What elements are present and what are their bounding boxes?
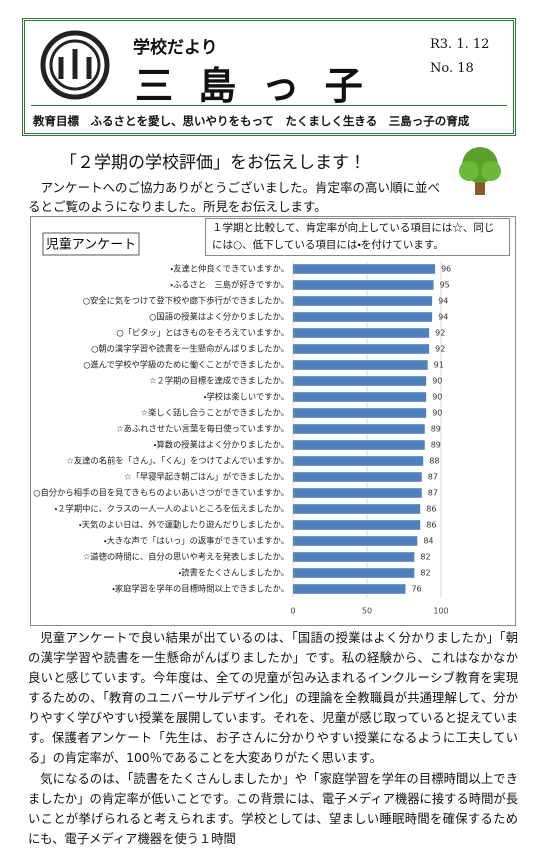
- y-tick-label: ・読書をたくさんしましたか。: [178, 568, 289, 578]
- value-label: 86: [426, 505, 436, 514]
- y-tick-label: ☆道徳の時間に、自分の思いや考えを発表しましたか。: [83, 552, 289, 562]
- legend-note: １学期と比較して、肯定率が向上している項目には☆、同じには○、低下している項目に…: [205, 218, 510, 256]
- bar: [293, 280, 434, 290]
- chart-title: 児童アンケート: [46, 238, 136, 253]
- value-label: 90: [432, 409, 442, 418]
- value-label: 92: [435, 345, 445, 354]
- bar: [293, 552, 415, 562]
- value-label: 94: [438, 297, 448, 306]
- x-tick-label: 50: [362, 607, 372, 616]
- bar: [293, 360, 428, 370]
- bar: [293, 376, 427, 386]
- motto: 教育目標 ふるさとを愛し、思いやりをもって たくましく生きる 三島っ子の育成: [33, 114, 470, 128]
- y-tick-label: ○朝の漢字学習や読書を一生懸命がんばりましたか。: [91, 344, 289, 354]
- y-tick-label: ○安全に気をつけて登下校や廊下歩行ができましたか。: [83, 296, 289, 306]
- y-tick-label: ☆「早寝早起き朝ごはん」ができましたか。: [124, 472, 289, 482]
- chart-title-box: [42, 232, 140, 256]
- y-tick-label: ・２学期中に、クラスの一人一人のよいところを伝えましたか。: [54, 504, 289, 514]
- value-label: 96: [441, 265, 451, 274]
- bar: [293, 536, 418, 546]
- y-tick-label: ○国語の授業はよく分かりましたか。: [149, 312, 289, 322]
- school-emblem: [40, 30, 110, 100]
- tree-icon: [459, 147, 501, 195]
- page: 三島っ子 html,body{margin:0;padding:0;} body…: [22, 18, 518, 846]
- value-label: 95: [440, 281, 450, 290]
- y-tick-label: ○自分から相手の目を見てきもちのよいあいさつができていますか。: [33, 488, 289, 498]
- page-body: {"header":{"paper_name":"学校だより","school"…: [22, 18, 518, 846]
- y-tick-label: ・天気のよい日は、外で運動したり遊んだりしましたか。: [79, 520, 289, 530]
- intro-text: アンケートへのご協力ありがとうございました。肯定率の高い順に並べるとご覧のように…: [28, 180, 441, 214]
- bar: [293, 392, 427, 402]
- bar: [293, 328, 430, 338]
- y-tick-label: ・学校は楽しいですか。: [204, 392, 289, 402]
- value-label: 82: [420, 569, 430, 578]
- bar: [293, 520, 421, 530]
- value-label: 90: [432, 393, 442, 402]
- y-tick-label: ☆楽しく話し合うことができましたか。: [141, 408, 289, 418]
- value-label: 92: [435, 329, 445, 338]
- bar: [293, 440, 425, 450]
- bar: [293, 584, 406, 594]
- bar: [293, 264, 436, 274]
- value-label: 87: [428, 489, 438, 498]
- value-label: 87: [428, 473, 438, 482]
- issue-date: R3. 1. 12: [430, 37, 490, 52]
- separator: [31, 105, 507, 106]
- bar: [293, 472, 422, 482]
- chart: 児童アンケート 0 50 100 ・友達と仲良くできていますか。 96 ・ふるさと 三島が…: [33, 232, 451, 616]
- bar: [293, 344, 430, 354]
- bar: [293, 296, 433, 306]
- paragraph: 児童アンケートで良い結果が出ているのは、「国語の授業はよく分かりましたか」「朝の…: [28, 631, 518, 765]
- y-tick-label: ☆あふれさせたい言葉を毎日使っていますか。: [116, 424, 289, 434]
- value-label: 89: [431, 441, 441, 450]
- y-tick-label: ・算数の授業はよく分かりましたか。: [154, 440, 289, 450]
- bar: [293, 408, 427, 418]
- y-tick-label: ○「ピタッ」とはきものをそろえていますか。: [116, 328, 289, 338]
- y-tick-label: ☆友達の名前を「さん」、「くん」をつけてよんでいますか。: [66, 456, 289, 466]
- y-tick-label: ・友達と仲良くできていますか。: [170, 264, 289, 274]
- bar: [293, 504, 421, 514]
- paper-title: 三 島 っ 子: [135, 64, 369, 108]
- value-label: 90: [432, 377, 442, 386]
- y-tick-label: ・大きな声で「はいっ」の返事ができていますか。: [104, 536, 289, 546]
- paper-name: 学校だより: [133, 38, 218, 58]
- chart-frame: 児童アンケート 0 50 100 ・友達と仲良くできていますか。 96 ・ふるさと 三島が…: [30, 216, 516, 626]
- y-tick-label: ○進んで学校や学級のために働くことができましたか。: [83, 360, 289, 370]
- issue-number: No. 18: [430, 61, 474, 76]
- bar: [293, 488, 422, 498]
- y-tick-label: ☆２学期の目標を達成できましたか。: [149, 376, 289, 386]
- y-tick-label: ・家庭学習を学年の目標時間以上できましたか。: [112, 584, 289, 594]
- value-label: 89: [431, 425, 441, 434]
- bar: [293, 568, 415, 578]
- value-label: 86: [426, 521, 436, 530]
- value-label: 82: [420, 553, 430, 562]
- bar: [293, 456, 424, 466]
- value-label: 94: [438, 313, 448, 322]
- paragraph: 気になるのは、「読書をたくさんしましたか」や「家庭学習を学年の目標時間以上できま…: [28, 772, 518, 846]
- bar: [293, 424, 425, 434]
- value-label: 76: [411, 585, 421, 594]
- x-tick-label: 0: [290, 607, 295, 616]
- value-label: 84: [423, 537, 433, 546]
- value-label: 91: [434, 361, 444, 370]
- masthead: 学校だより 三 島 っ 子 R3. 1. 12 No. 18 教育目標 ふるさと…: [22, 18, 516, 136]
- headline: 「２学期の学校評価」をお伝えします！: [60, 153, 366, 173]
- y-tick-label: ・ふるさと 三島が好きですか。: [170, 280, 289, 290]
- bar: [293, 312, 433, 322]
- value-label: 88: [429, 457, 439, 466]
- x-tick-label: 100: [433, 607, 448, 616]
